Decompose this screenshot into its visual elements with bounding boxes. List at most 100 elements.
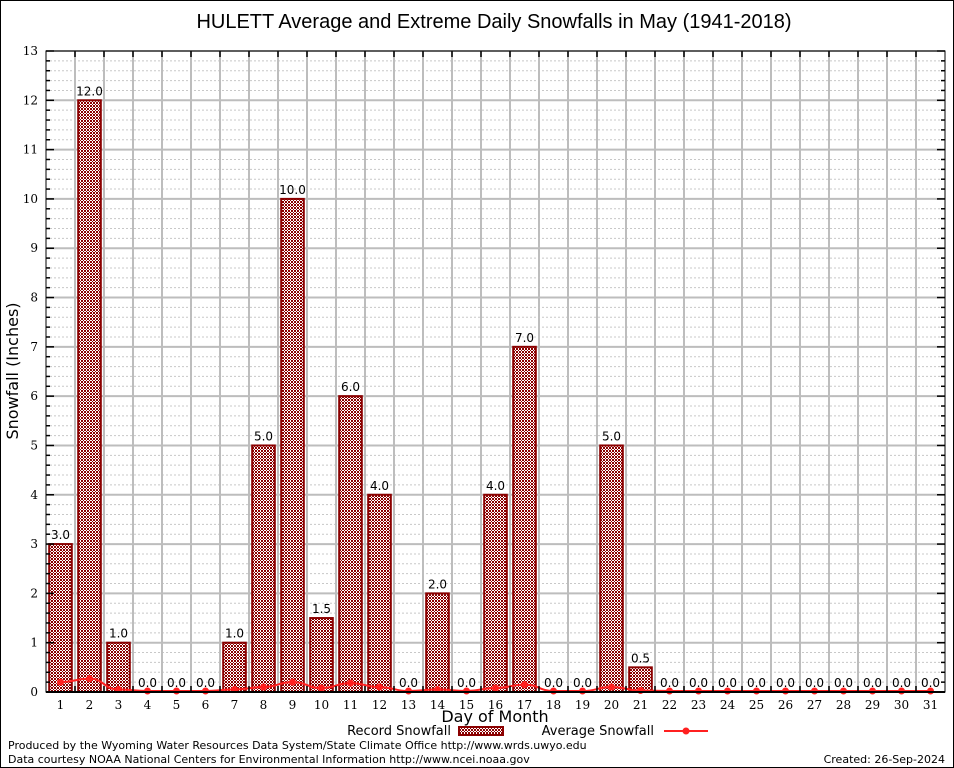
x-tick-label: 30	[894, 698, 909, 712]
bar-value-label: 4.0	[486, 479, 505, 493]
record-bar-day-9	[280, 197, 305, 694]
x-tick-label: 10	[314, 698, 329, 712]
bar-value-label: 10.0	[279, 183, 306, 197]
bar-value-label: 0.0	[544, 676, 563, 690]
y-tick-label: 3	[30, 537, 38, 551]
average-point-day-8	[260, 683, 267, 691]
x-tick-label: 8	[260, 698, 268, 712]
record-bar-day-8	[251, 444, 276, 694]
legend: Record Snowfall Average Snowfall	[347, 724, 708, 739]
average-point-day-2	[86, 675, 93, 683]
record-bar-day-10	[309, 617, 334, 693]
x-tick-label: 23	[691, 698, 706, 712]
x-tick-label: 1	[57, 698, 65, 712]
bar-value-label: 0.0	[457, 676, 476, 690]
y-axis-label: Snowfall (Inches)	[3, 302, 22, 439]
average-point-day-1	[57, 678, 64, 686]
x-axis-label: Day of Month	[441, 707, 548, 726]
x-tick-label: 9	[289, 698, 297, 712]
y-tick-label: 0	[30, 685, 38, 699]
y-tick-label: 7	[30, 340, 38, 354]
record-bar-day-12	[367, 493, 392, 693]
average-point-day-9	[289, 678, 296, 686]
record-bar-day-11	[338, 395, 363, 693]
x-tick-label: 31	[923, 698, 938, 712]
record-bar-day-1	[48, 543, 73, 693]
x-tick-label: 28	[836, 698, 851, 712]
y-tick-label: 12	[23, 93, 38, 107]
footer-data-courtesy: Data courtesy NOAA National Centers for …	[8, 753, 530, 766]
legend-record-swatch	[458, 726, 504, 736]
x-tick-label: 29	[865, 698, 880, 712]
y-tick-label: 10	[23, 192, 38, 206]
chart-title: HULETT Average and Extreme Daily Snowfal…	[196, 11, 791, 33]
bar-value-label: 0.0	[660, 676, 679, 690]
x-tick-label: 17	[517, 698, 532, 712]
record-bar-day-3	[106, 641, 131, 694]
bar-value-label: 0.0	[892, 676, 911, 690]
x-tick-label: 7	[231, 698, 239, 712]
average-point-day-20	[608, 683, 615, 691]
x-tick-label: 13	[401, 698, 416, 712]
bar-value-label: 2.0	[428, 577, 447, 591]
average-point-day-17	[521, 681, 528, 689]
x-tick-label: 12	[372, 698, 387, 712]
record-bar-day-17	[512, 345, 537, 693]
y-tick-label: 8	[30, 291, 38, 305]
bar-value-label: 0.0	[776, 676, 795, 690]
y-tick-label: 2	[30, 586, 38, 600]
bar-value-label: 0.0	[863, 676, 882, 690]
x-tick-label: 6	[202, 698, 210, 712]
bar-value-label: 3.0	[51, 528, 70, 542]
bar-value-label: 0.0	[805, 676, 824, 690]
bar-value-label: 0.0	[718, 676, 737, 690]
bar-value-label: 5.0	[254, 429, 273, 443]
record-bar-day-20	[599, 444, 624, 694]
average-point-day-12	[376, 683, 383, 691]
bar-value-label: 4.0	[370, 479, 389, 493]
bar-value-label: 12.0	[76, 84, 103, 98]
bar-value-label: 7.0	[515, 331, 534, 345]
legend-average-label: Average Snowfall	[542, 724, 654, 739]
x-tick-label: 25	[749, 698, 764, 712]
legend-record-label: Record Snowfall	[347, 724, 451, 739]
x-tick-label: 18	[546, 698, 561, 712]
bar-value-label: 0.0	[921, 676, 940, 690]
bar-value-label: 6.0	[341, 380, 360, 394]
y-tick-label: 13	[23, 44, 38, 58]
footer-created-date: Created: 26-Sep-2024	[824, 753, 945, 766]
x-tick-label: 24	[720, 698, 736, 712]
bar-value-label: 1.0	[109, 627, 128, 641]
y-tick-label: 9	[30, 241, 38, 255]
bar-labels: 3.0 12.0 1.0 0.0 0.0 0.0 1.0 5.0 10.0 1.5 6.0 4.0 0.…	[51, 84, 940, 690]
average-point-day-10	[318, 684, 325, 692]
bar-value-label: 1.0	[225, 627, 244, 641]
average-point-day-11	[347, 679, 354, 687]
x-tick-label: 27	[807, 698, 822, 712]
bar-value-label: 1.5	[312, 602, 331, 616]
x-tick-label: 15	[459, 698, 474, 712]
x-tick-label: 11	[343, 698, 358, 712]
bar-value-label: 0.0	[834, 676, 853, 690]
bar-value-label: 5.0	[602, 429, 621, 443]
y-tick-label: 11	[23, 143, 38, 157]
bar-value-label: 0.0	[138, 676, 157, 690]
bar-value-label: 0.0	[573, 676, 592, 690]
x-tick-label: 5	[173, 698, 181, 712]
x-tick-label: 26	[778, 698, 793, 712]
bar-value-label: 0.0	[167, 676, 186, 690]
x-tick-label: 22	[662, 698, 677, 712]
y-tick-label: 6	[30, 389, 38, 403]
x-tick-label: 3	[115, 698, 123, 712]
bar-value-label: 0.0	[747, 676, 766, 690]
bar-value-label: 0.0	[399, 676, 418, 690]
x-tick-label: 21	[633, 698, 648, 712]
x-tick-label: 20	[604, 698, 619, 712]
footer-produced-by: Produced by the Wyoming Water Resources …	[8, 739, 587, 752]
record-bar-day-7	[222, 641, 247, 694]
record-bar-day-16	[483, 493, 508, 693]
record-bars	[48, 99, 653, 694]
